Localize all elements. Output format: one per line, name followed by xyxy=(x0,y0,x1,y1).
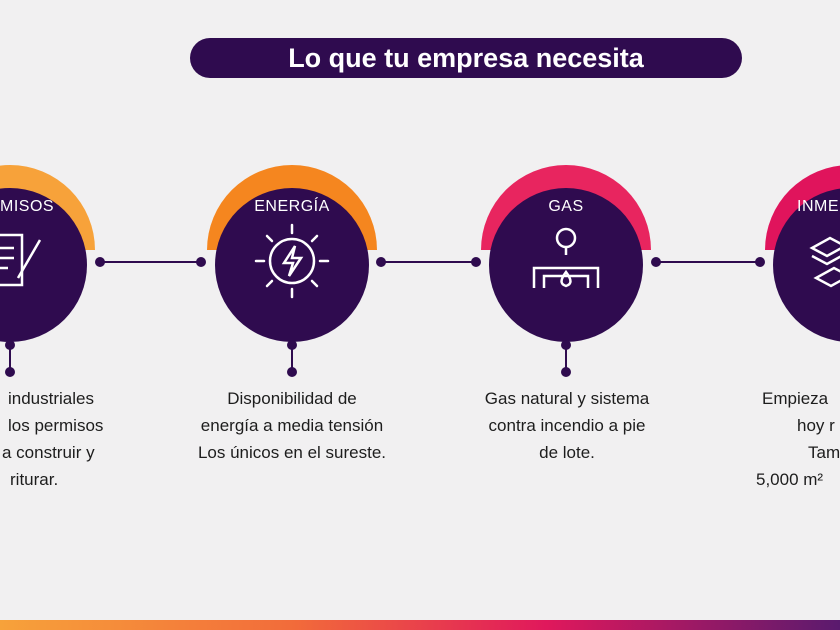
description-line: de lote. xyxy=(539,443,595,462)
document-pen-icon xyxy=(0,233,42,287)
description-line: hoy r xyxy=(797,416,835,435)
feature-inmuebles xyxy=(765,165,840,342)
description-line: Empieza xyxy=(762,389,829,408)
connector-dot xyxy=(651,257,661,267)
description-line: Disponibilidad de xyxy=(227,389,357,408)
feature-circles xyxy=(0,165,840,342)
buildings-icon xyxy=(809,236,840,288)
gradient-footer-bar xyxy=(0,620,840,630)
feature-gas xyxy=(481,165,651,342)
feature-label: GAS xyxy=(548,198,584,215)
stem-dot xyxy=(5,367,15,377)
feature-energia xyxy=(207,165,377,342)
stem-dot xyxy=(561,367,571,377)
description-line: energía a media tensión xyxy=(200,416,384,435)
gas-valve-icon xyxy=(532,227,600,288)
stem-line xyxy=(565,344,567,372)
description-line: 5,000 m² xyxy=(756,470,824,489)
feature-description: Gas natural y sistema contra incendio a … xyxy=(442,385,692,466)
connector-dot xyxy=(755,257,765,267)
stem-line xyxy=(291,344,293,372)
page-title: Lo que tu empresa necesita xyxy=(190,38,742,78)
description-line: Los únicos en el sureste. xyxy=(197,443,387,462)
feature-label: INME xyxy=(797,198,839,215)
feature-permisos xyxy=(0,165,95,342)
sun-lightning-icon xyxy=(254,223,330,299)
description-line: los permisos xyxy=(8,416,104,435)
description-line: riturar. xyxy=(10,470,59,489)
stem-line xyxy=(9,344,11,372)
stem-dot xyxy=(287,367,297,377)
description-line: industriales xyxy=(8,389,94,408)
connector-line xyxy=(381,261,476,263)
connector-line xyxy=(100,261,200,263)
feature-description: Disponibilidad de energía a media tensió… xyxy=(167,385,417,466)
connector-line xyxy=(656,261,760,263)
connector-dot xyxy=(95,257,105,267)
connector-dot xyxy=(471,257,481,267)
description-line: Gas natural y sistema xyxy=(484,389,650,408)
feature-label: MISOS xyxy=(0,198,55,215)
description-line: a construir y xyxy=(2,443,95,462)
description-line: contra incendio a pie xyxy=(488,416,646,435)
description-line: Tam xyxy=(808,443,840,462)
feature-label: ENERGÍA xyxy=(254,198,330,215)
connector-dot xyxy=(376,257,386,267)
connector-dot xyxy=(196,257,206,267)
